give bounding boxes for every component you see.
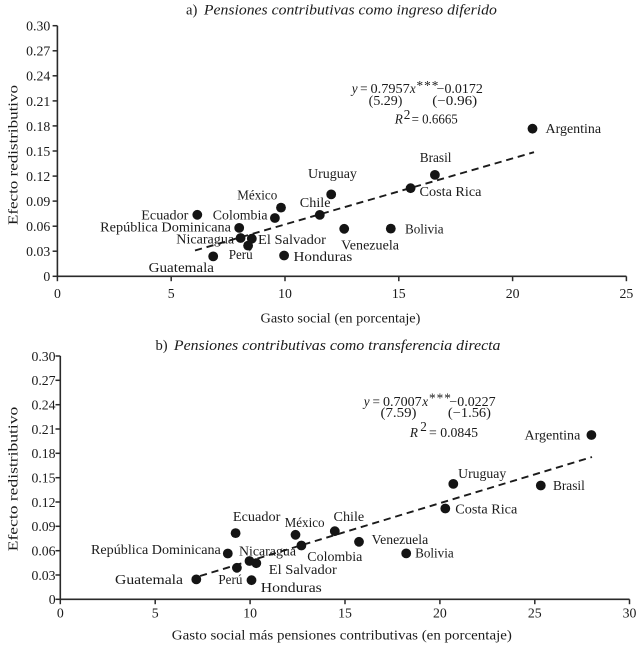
svg-text:0.15: 0.15 (31, 471, 55, 486)
svg-text:0.30: 0.30 (31, 349, 55, 364)
svg-text:0.27: 0.27 (26, 44, 50, 59)
svg-text:Chile: Chile (334, 509, 365, 524)
svg-text:20: 20 (506, 286, 520, 301)
svg-text:0.06: 0.06 (31, 544, 55, 559)
svg-text:(5.29): (5.29) (369, 93, 403, 108)
svg-text:Efecto redistributivo: Efecto redistributivo (6, 85, 21, 225)
svg-text:El Salvador: El Salvador (269, 562, 338, 577)
svg-text:***: *** (417, 78, 440, 93)
svg-text:Guatemala: Guatemala (115, 572, 183, 587)
svg-text:y: y (362, 394, 370, 409)
svg-text:Ecuador: Ecuador (233, 509, 281, 524)
svg-text:Argentina: Argentina (525, 427, 581, 442)
svg-text:R: R (394, 111, 403, 126)
svg-text:0.06: 0.06 (26, 219, 50, 234)
svg-text:10: 10 (243, 606, 257, 621)
svg-text:20: 20 (433, 606, 447, 621)
svg-text:0.21: 0.21 (31, 422, 55, 437)
svg-text:0.09: 0.09 (31, 519, 55, 534)
svg-text:0.18: 0.18 (26, 119, 50, 134)
svg-text:b): b) (156, 338, 168, 354)
svg-text:Bolivia: Bolivia (405, 222, 444, 237)
svg-text:0.03: 0.03 (31, 568, 55, 583)
svg-text:−0.0172: −0.0172 (437, 81, 483, 96)
svg-text:Argentina: Argentina (546, 121, 602, 136)
svg-text:25: 25 (620, 286, 634, 301)
svg-text:0.09: 0.09 (26, 194, 50, 209)
svg-text:Guatemala: Guatemala (149, 260, 214, 275)
svg-text:(7.59): (7.59) (381, 405, 417, 420)
svg-text:= 0.6665: = 0.6665 (412, 111, 459, 126)
svg-text:0.21: 0.21 (26, 94, 50, 109)
svg-text:0: 0 (49, 592, 56, 607)
svg-text:−0.0227: −0.0227 (449, 394, 496, 409)
svg-text:Nicaragua: Nicaragua (239, 544, 296, 559)
svg-text:Uruguay: Uruguay (458, 466, 506, 481)
svg-text:15: 15 (338, 606, 352, 621)
svg-text:0.12: 0.12 (26, 169, 50, 184)
svg-text:25: 25 (528, 606, 542, 621)
svg-text:0: 0 (57, 606, 64, 621)
svg-text:30: 30 (623, 606, 637, 621)
svg-text:0.24: 0.24 (26, 69, 50, 84)
svg-text:Pensiones contributivas como i: Pensiones contributivas como ingreso dif… (203, 2, 497, 18)
svg-text:Gasto social (en porcentaje): Gasto social (en porcentaje) (261, 310, 421, 325)
svg-text:Costa Rica: Costa Rica (420, 184, 482, 199)
svg-text:Perú: Perú (229, 247, 253, 262)
svg-text:0.30: 0.30 (26, 19, 50, 34)
svg-text:0.03: 0.03 (26, 244, 50, 259)
svg-text:***: *** (429, 391, 452, 406)
svg-text:Venezuela: Venezuela (341, 237, 399, 252)
svg-text:México: México (285, 515, 325, 530)
svg-text:0.7957: 0.7957 (371, 81, 411, 96)
svg-text:0.27: 0.27 (31, 373, 55, 388)
svg-text:a): a) (186, 2, 197, 18)
svg-text:México: México (237, 188, 277, 203)
svg-text:República Dominicana: República Dominicana (100, 219, 231, 234)
svg-text:0.15: 0.15 (26, 144, 50, 159)
svg-text:Efecto redistributivo: Efecto redistributivo (6, 406, 21, 551)
svg-text:2: 2 (404, 107, 411, 122)
svg-text:Perú: Perú (218, 572, 242, 587)
svg-text:0.12: 0.12 (31, 495, 55, 510)
svg-text:Nicaragua: Nicaragua (176, 232, 234, 247)
svg-text:Gasto social más pensiones con: Gasto social más pensiones contributivas… (172, 627, 512, 642)
svg-text:(−1.56): (−1.56) (448, 405, 491, 420)
svg-text:Honduras: Honduras (294, 249, 353, 264)
svg-text:5: 5 (152, 606, 159, 621)
svg-text:Costa Rica: Costa Rica (455, 501, 517, 516)
svg-text:R: R (409, 425, 418, 440)
svg-text:El Salvador: El Salvador (258, 232, 327, 247)
svg-text:(−0.96): (−0.96) (432, 93, 477, 108)
svg-text:0.24: 0.24 (31, 398, 55, 413)
svg-text:Brasil: Brasil (420, 150, 452, 165)
svg-text:República Dominicana: República Dominicana (91, 542, 221, 557)
svg-text:10: 10 (278, 286, 292, 301)
svg-text:x: x (409, 81, 416, 96)
svg-text:Bolivia: Bolivia (415, 546, 454, 561)
svg-text:0.7007: 0.7007 (383, 394, 422, 409)
svg-text:0.18: 0.18 (31, 446, 55, 461)
svg-text:Ecuador: Ecuador (141, 207, 189, 222)
svg-text:0: 0 (43, 269, 50, 284)
svg-text:Honduras: Honduras (261, 580, 322, 595)
svg-text:x: x (421, 394, 428, 409)
svg-text:15: 15 (392, 286, 406, 301)
svg-text:Colombia: Colombia (213, 207, 268, 222)
svg-text:0: 0 (54, 286, 61, 301)
svg-text:Chile: Chile (300, 195, 331, 210)
svg-text:Uruguay: Uruguay (308, 166, 357, 181)
svg-text:Venezuela: Venezuela (372, 532, 429, 547)
svg-text:=: = (373, 394, 380, 409)
svg-text:= 0.0845: = 0.0845 (429, 425, 478, 440)
svg-text:Brasil: Brasil (553, 478, 585, 493)
svg-text:5: 5 (168, 286, 175, 301)
svg-text:y: y (350, 81, 358, 96)
svg-text:Pensiones contributivas como t: Pensiones contributivas como transferenc… (173, 338, 501, 354)
svg-text:2: 2 (420, 419, 427, 434)
svg-text:=: = (360, 81, 367, 96)
svg-text:Colombia: Colombia (307, 549, 362, 564)
